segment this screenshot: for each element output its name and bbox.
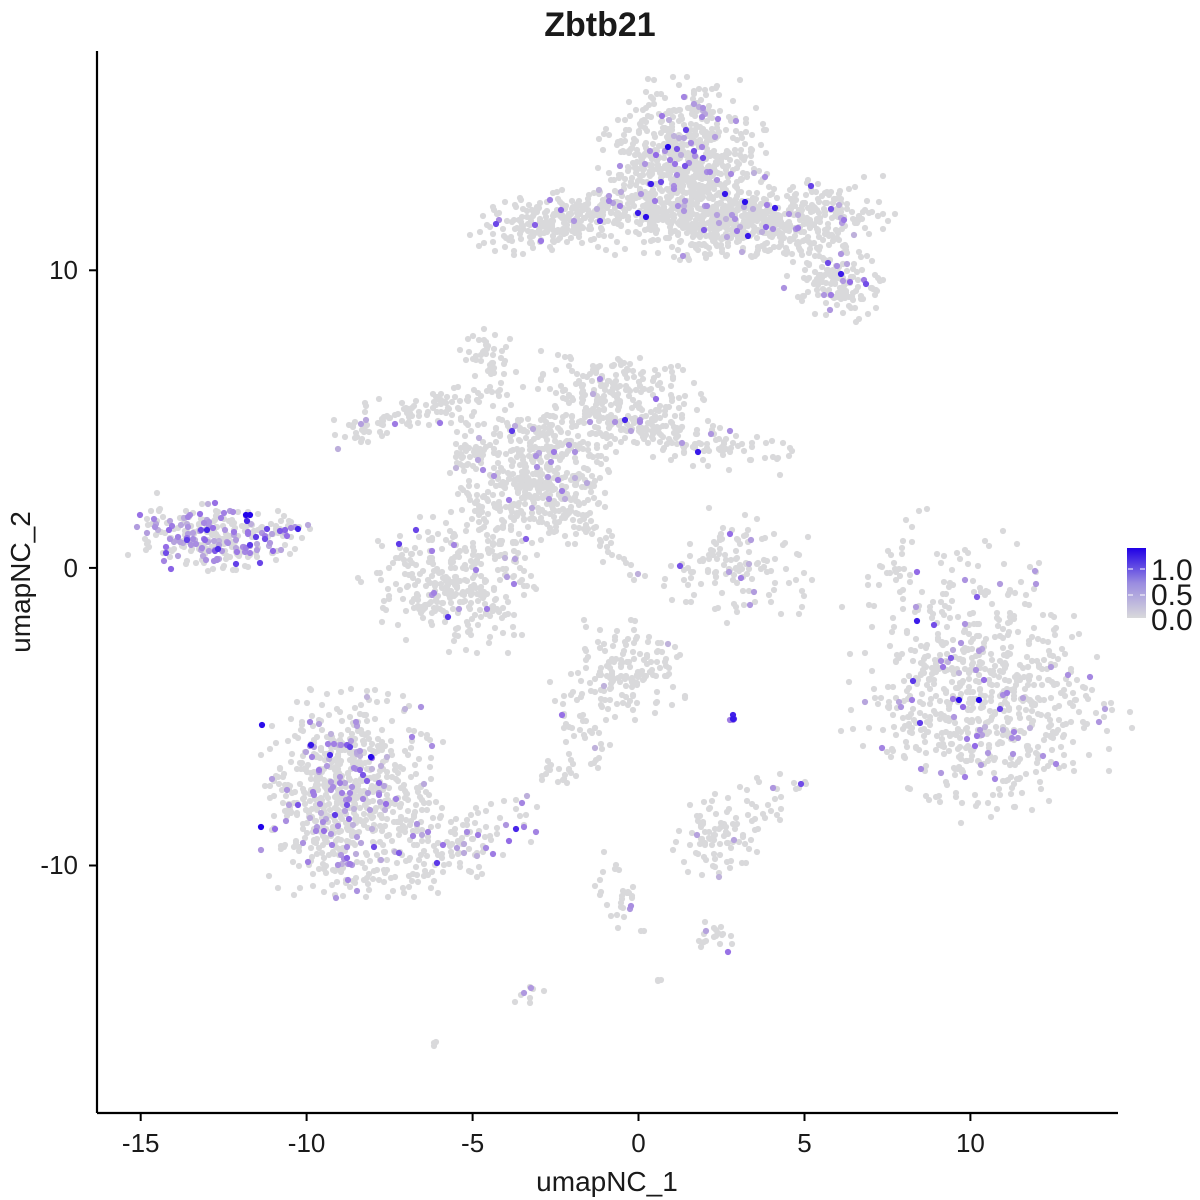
svg-text:10: 10: [49, 255, 78, 285]
svg-text:10: 10: [956, 1128, 985, 1158]
svg-text:0: 0: [64, 553, 78, 583]
svg-text:5: 5: [797, 1128, 811, 1158]
svg-text:-10: -10: [40, 850, 78, 880]
svg-text:-10: -10: [288, 1128, 326, 1158]
svg-text:-15: -15: [122, 1128, 160, 1158]
svg-text:-5: -5: [461, 1128, 484, 1158]
svg-text:umapNC_2: umapNC_2: [5, 511, 36, 653]
svg-text:umapNC_1: umapNC_1: [536, 1166, 678, 1197]
svg-text:0: 0: [631, 1128, 645, 1158]
